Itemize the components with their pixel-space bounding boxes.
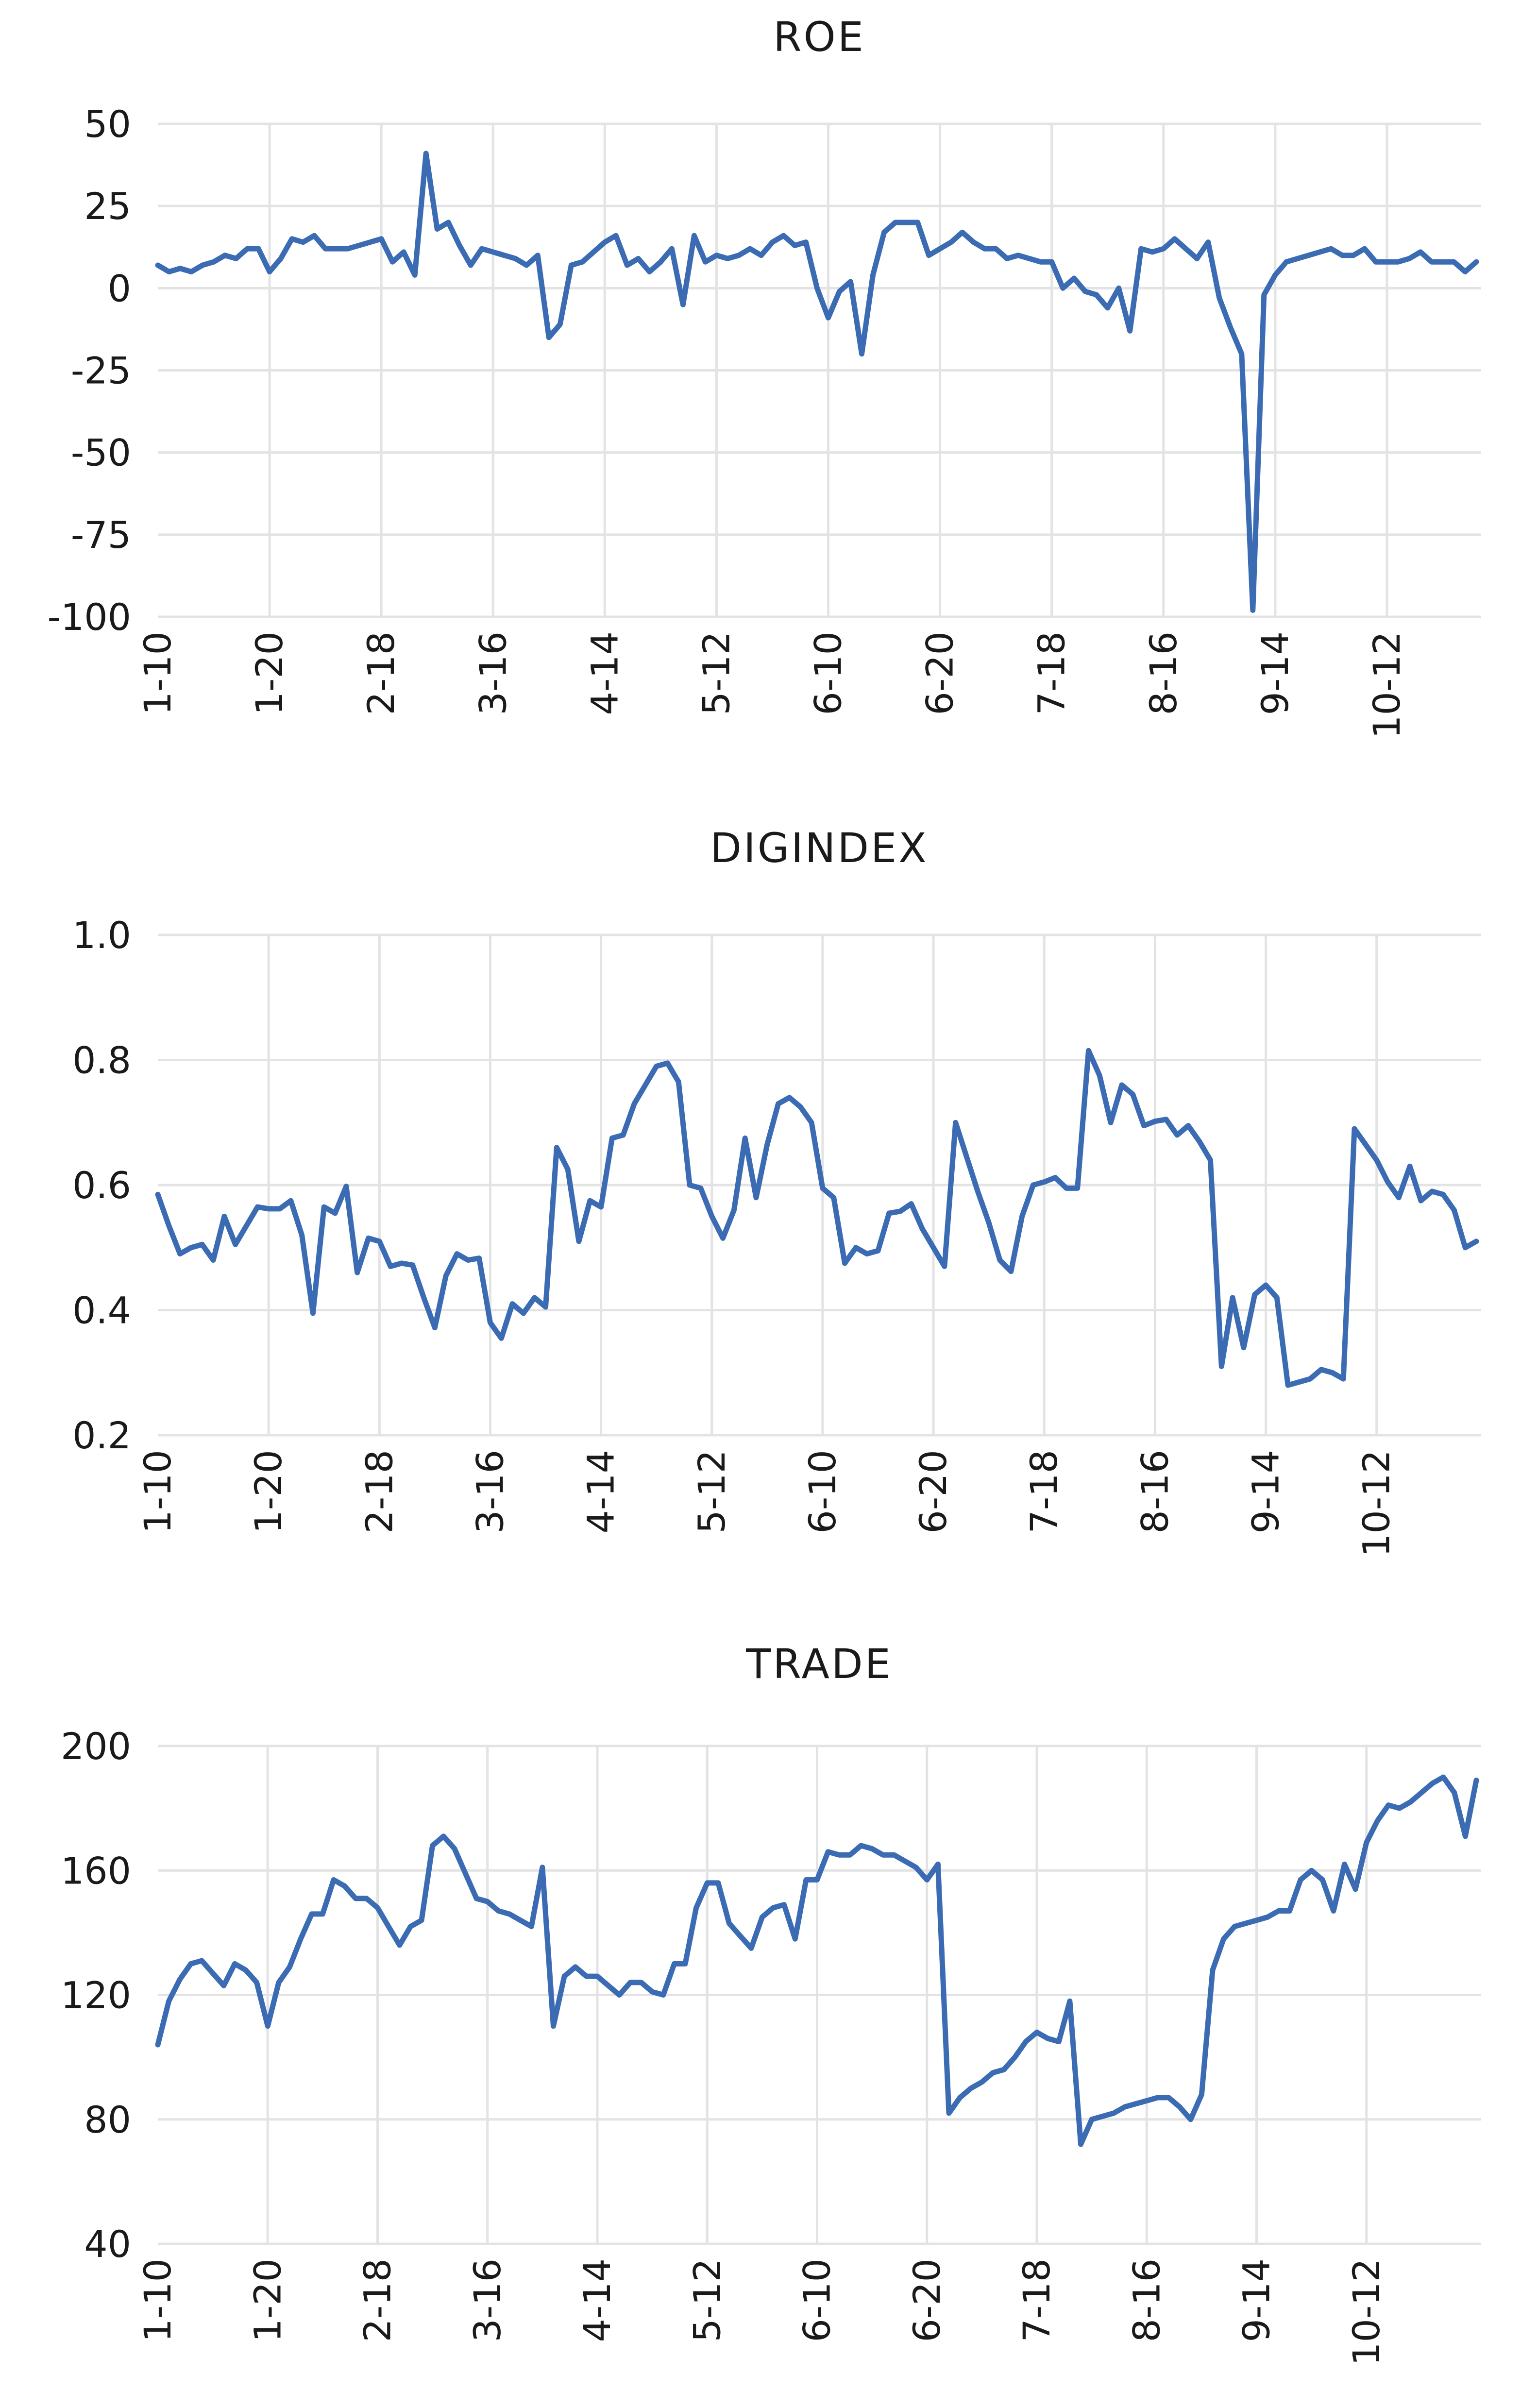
x-tick-label: 8-16	[1125, 2258, 1168, 2342]
x-tick-label: 2-18	[359, 631, 403, 715]
x-tick-label: 6-20	[912, 1450, 955, 1533]
y-tick-label: 40	[84, 2222, 131, 2266]
y-tick-label: 0.6	[72, 1164, 131, 1207]
y-axis-ticks: 200 160 120 80 40	[61, 1725, 131, 2266]
x-tick-label: 8-16	[1142, 631, 1185, 715]
x-tick-label: 1-20	[246, 2258, 289, 2342]
x-tick-label: 8-16	[1133, 1450, 1176, 1533]
x-tick-label: 7-18	[1030, 631, 1073, 715]
x-tick-label: 6-20	[905, 2258, 948, 2342]
x-tick-label: 6-10	[807, 631, 850, 715]
x-tick-label: 5-12	[685, 2258, 728, 2342]
y-axis-ticks: 1.0 0.8 0.6 0.4 0.2	[72, 914, 131, 1457]
y-tick-label: 1.0	[72, 914, 131, 957]
x-tick-label: 6-20	[918, 631, 962, 715]
x-tick-label: 5-12	[694, 631, 738, 715]
x-axis-ticks: 1-10 1-20 2-18 3-16 4-14 5-12 6-10 6-20 7-18 8-16…	[136, 1450, 1398, 1557]
chart-title: ROE	[773, 13, 865, 61]
y-tick-label: 50	[84, 102, 131, 146]
x-tick-label: 7-18	[1022, 1450, 1065, 1533]
panel-roe: ROE 50 25 0 -25 -50 -75 -100 1-10 1-20 2-18 3-16 4…	[48, 13, 1481, 739]
x-tick-label: 6-10	[795, 2258, 839, 2342]
series-line	[155, 1048, 1479, 1388]
y-tick-label: 200	[61, 1725, 131, 1768]
x-tick-label: 9-14	[1235, 2258, 1278, 2342]
series-line	[155, 1774, 1479, 2147]
x-tick-label: 2-18	[356, 2258, 399, 2342]
y-tick-label: 25	[84, 185, 131, 228]
x-tick-label: 3-16	[468, 1450, 511, 1533]
y-axis-ticks: 50 25 0 -25 -50 -75 -100	[48, 102, 131, 639]
x-tick-label: 1-20	[247, 1450, 290, 1533]
series-path	[155, 1048, 1479, 1388]
x-tick-label: 3-16	[471, 631, 514, 715]
series-path	[155, 151, 1479, 613]
y-tick-label: 160	[61, 1849, 131, 1892]
y-tick-label: -25	[71, 349, 131, 392]
x-tick-label: 10-12	[1365, 631, 1408, 739]
chart-title: TRADE	[745, 1640, 893, 1688]
y-tick-label: 0.2	[72, 1414, 131, 1457]
y-tick-label: 120	[61, 1974, 131, 2017]
x-tick-label: 10-12	[1355, 1450, 1398, 1557]
x-tick-label: 4-14	[583, 631, 626, 715]
x-tick-label: 1-10	[136, 1450, 179, 1533]
x-tick-label: 9-14	[1244, 1450, 1287, 1533]
gridlines	[158, 122, 1481, 618]
x-axis-ticks: 1-10 1-20 2-18 3-16 4-14 5-12 6-10 6-20 7-18 8-16…	[136, 631, 1408, 739]
gridlines	[158, 1745, 1481, 2245]
x-tick-label: 4-14	[575, 2258, 619, 2342]
y-tick-label: -100	[48, 595, 131, 639]
y-tick-label: 0.4	[72, 1289, 131, 1332]
x-tick-label: 1-10	[136, 2258, 179, 2342]
y-tick-label: 80	[84, 2098, 131, 2141]
chart-title: DIGINDEX	[710, 824, 928, 872]
x-tick-label: 4-14	[579, 1450, 623, 1533]
y-tick-label: -50	[71, 431, 131, 475]
y-tick-label: 0	[108, 267, 131, 310]
x-tick-label: 5-12	[690, 1450, 733, 1533]
x-axis-ticks: 1-10 1-20 2-18 3-16 4-14 5-12 6-10 6-20 7-18 8-16…	[136, 2258, 1388, 2366]
x-tick-label: 1-20	[248, 631, 291, 715]
x-tick-label: 2-18	[357, 1450, 401, 1533]
x-tick-label: 10-12	[1345, 2258, 1388, 2366]
panel-digindex: DIGINDEX 1.0 0.8 0.6 0.4 0.2 1-10 1-20 2-18 3-1…	[72, 824, 1481, 1557]
gridlines	[158, 933, 1481, 1437]
series-path	[155, 1774, 1479, 2147]
x-tick-label: 9-14	[1253, 631, 1297, 715]
x-tick-label: 1-10	[136, 631, 179, 715]
x-tick-label: 7-18	[1015, 2258, 1058, 2342]
y-tick-label: -75	[71, 513, 131, 557]
x-tick-label: 3-16	[466, 2258, 509, 2342]
series-line	[155, 151, 1479, 613]
x-tick-label: 6-10	[801, 1450, 844, 1533]
panel-trade: TRADE 200 160 120 80 40 1-10 1-20 2-18 3-16 4-14…	[61, 1640, 1481, 2366]
y-tick-label: 0.8	[72, 1039, 131, 1082]
